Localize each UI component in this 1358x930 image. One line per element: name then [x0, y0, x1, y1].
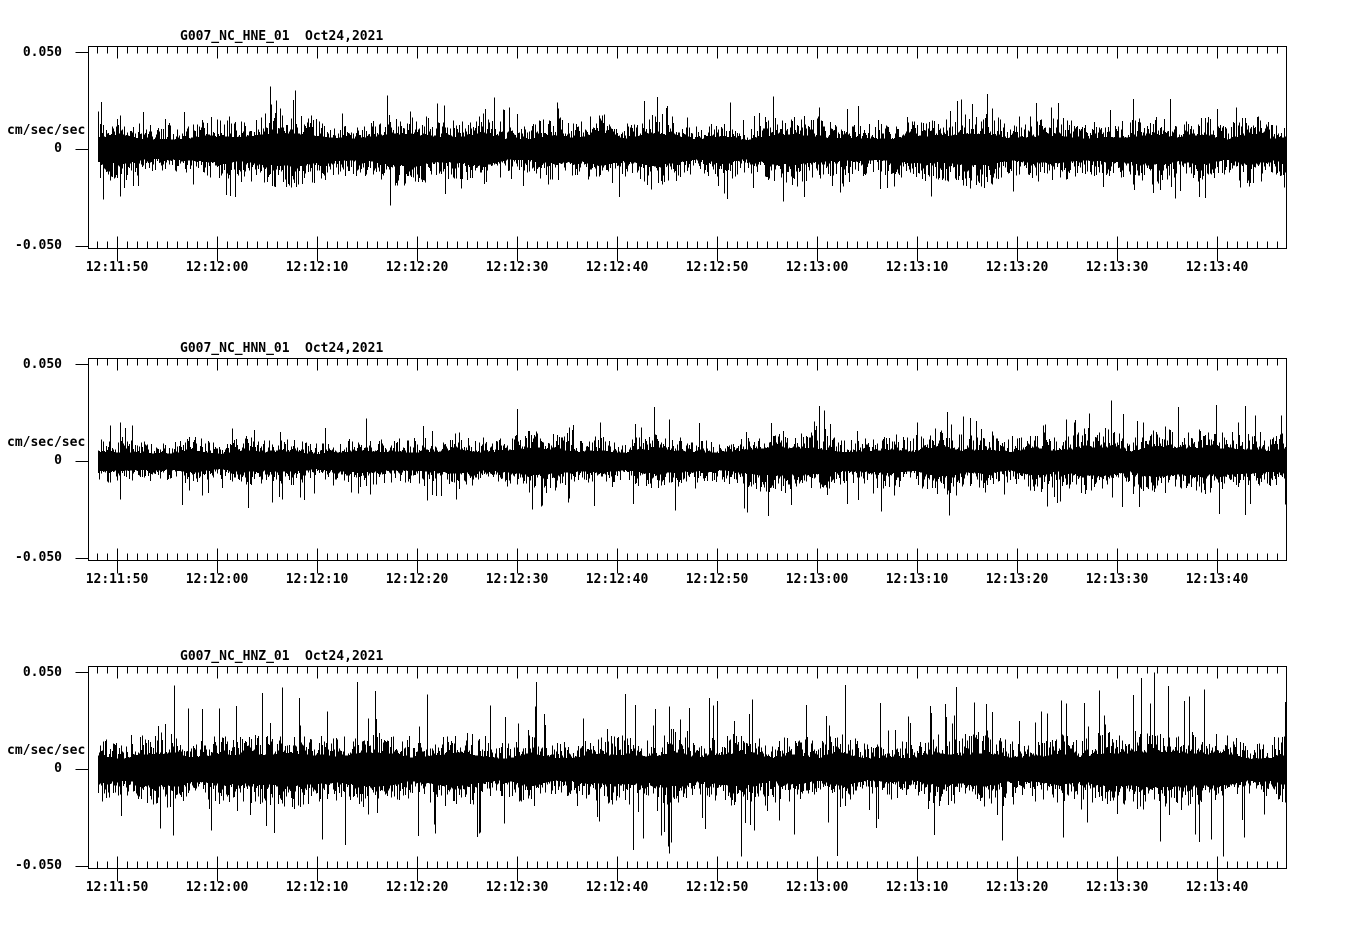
seismogram-plot-hne: [75, 46, 1287, 262]
x-axis-label: 12:13:00: [785, 260, 849, 275]
y-axis-tick-label-max: 0.050: [22, 357, 62, 372]
panel-title-station: G007_NC_HNE_01: [180, 29, 290, 44]
x-axis-label: 12:11:50: [85, 880, 149, 895]
x-axis-label: 12:13:40: [1185, 572, 1249, 587]
x-axis-label: 12:13:30: [1085, 572, 1149, 587]
x-axis-label: 12:11:50: [85, 572, 149, 587]
y-axis-tick-label-min: -0.050: [15, 238, 62, 253]
x-axis-label: 12:12:00: [185, 880, 249, 895]
x-axis-label: 12:13:30: [1085, 260, 1149, 275]
seismogram-plot-hnn: [75, 358, 1287, 574]
y-axis-tick-label-zero: 0: [54, 761, 62, 776]
x-axis-label: 12:12:30: [485, 880, 549, 895]
seismogram-plot-hnz: [75, 666, 1287, 882]
x-axis-label: 12:12:10: [285, 260, 349, 275]
x-axis-label: 12:12:30: [485, 260, 549, 275]
x-axis-label: 12:13:00: [785, 880, 849, 895]
y-axis-unit-label: cm/sec/sec: [7, 435, 86, 450]
x-axis-label: 12:13:30: [1085, 880, 1149, 895]
panel-title-date: Oct24,2021: [305, 29, 384, 44]
x-axis-label: 12:12:40: [585, 260, 649, 275]
x-axis-label: 12:13:20: [985, 572, 1049, 587]
y-axis-tick-label-zero: 0: [54, 141, 62, 156]
panel-title-station: G007_NC_HNN_01: [180, 341, 290, 356]
panel-title-date: Oct24,2021: [305, 341, 384, 356]
x-axis-label: 12:13:40: [1185, 880, 1249, 895]
panel-hne: G007_NC_HNE_01 Oct24,2021 0.050 cm/sec/s…: [0, 0, 1358, 310]
panel-hnz: G007_NC_HNZ_01 Oct24,2021 0.050 cm/sec/s…: [0, 620, 1358, 930]
x-axis-label: 12:13:40: [1185, 260, 1249, 275]
x-axis-label: 12:12:40: [585, 880, 649, 895]
x-axis-label: 12:12:00: [185, 572, 249, 587]
x-axis-label: 12:12:50: [685, 880, 749, 895]
x-axis-label: 12:12:50: [685, 572, 749, 587]
y-axis-tick-label-max: 0.050: [22, 665, 62, 680]
x-axis-label: 12:13:20: [985, 880, 1049, 895]
panel-title-station: G007_NC_HNZ_01: [180, 649, 290, 664]
y-axis-unit-label: cm/sec/sec: [7, 743, 86, 758]
x-axis-label: 12:12:10: [285, 880, 349, 895]
x-axis-label: 12:13:10: [885, 572, 949, 587]
x-axis-label: 12:11:50: [85, 260, 149, 275]
y-axis-tick-label-min: -0.050: [15, 858, 62, 873]
x-axis-label: 12:13:10: [885, 880, 949, 895]
x-axis-label: 12:12:20: [385, 880, 449, 895]
y-axis-tick-label-zero: 0: [54, 453, 62, 468]
x-axis-label: 12:12:00: [185, 260, 249, 275]
x-axis-label: 12:13:20: [985, 260, 1049, 275]
y-axis-tick-label-max: 0.050: [22, 45, 62, 60]
x-axis-label: 12:12:30: [485, 572, 549, 587]
x-axis-label: 12:12:10: [285, 572, 349, 587]
x-axis-label: 12:13:00: [785, 572, 849, 587]
x-axis-label: 12:12:40: [585, 572, 649, 587]
x-axis-label: 12:12:20: [385, 260, 449, 275]
x-axis-label: 12:13:10: [885, 260, 949, 275]
panel-title-date: Oct24,2021: [305, 649, 384, 664]
y-axis-tick-label-min: -0.050: [15, 550, 62, 565]
x-axis-label: 12:12:20: [385, 572, 449, 587]
x-axis-label: 12:12:50: [685, 260, 749, 275]
panel-hnn: G007_NC_HNN_01 Oct24,2021 0.050 cm/sec/s…: [0, 312, 1358, 622]
y-axis-unit-label: cm/sec/sec: [7, 123, 86, 138]
